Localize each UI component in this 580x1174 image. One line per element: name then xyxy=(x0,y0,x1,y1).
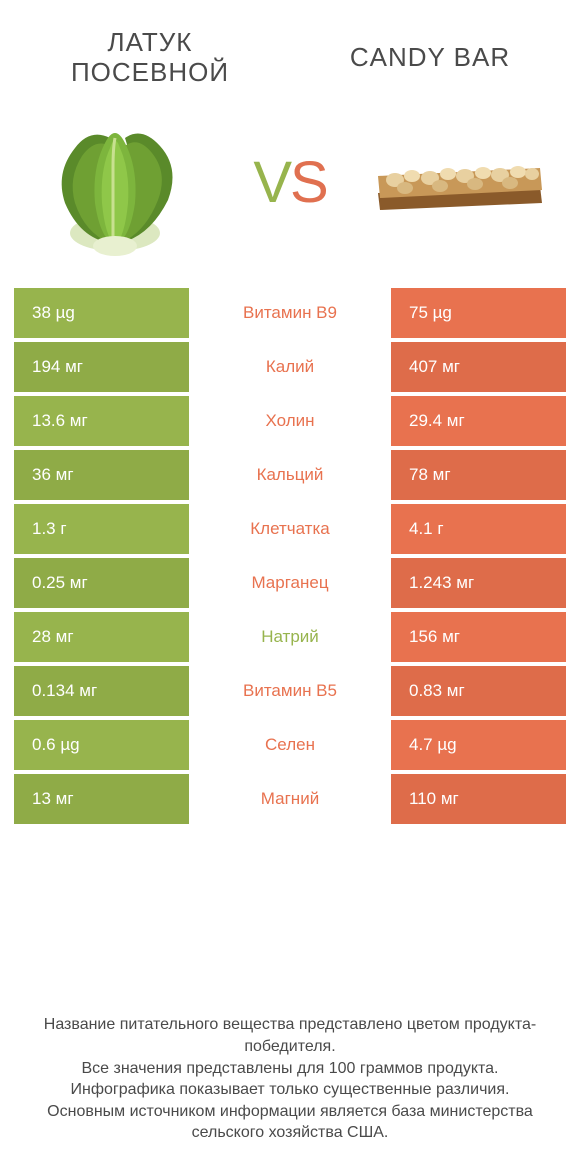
cell-left-value: 1.3 г xyxy=(14,504,189,554)
cell-left-value: 13.6 мг xyxy=(14,396,189,446)
cell-right-value: 29.4 мг xyxy=(391,396,566,446)
footer-line: Инфографика показывает только существенн… xyxy=(30,1079,550,1101)
nutrition-table: 38 µgВитамин B975 µg194 мгКалий407 мг13.… xyxy=(0,288,580,824)
cell-right-value: 156 мг xyxy=(391,612,566,662)
cell-left-value: 38 µg xyxy=(14,288,189,338)
cell-right-value: 78 мг xyxy=(391,450,566,500)
table-row: 38 µgВитамин B975 µg xyxy=(14,288,566,338)
table-row: 13 мгМагний110 мг xyxy=(14,774,566,824)
table-row: 0.25 мгМарганец1.243 мг xyxy=(14,558,566,608)
cell-right-value: 4.1 г xyxy=(391,504,566,554)
cell-right-value: 0.83 мг xyxy=(391,666,566,716)
title-left: ЛАТУКПОСЕВНОЙ xyxy=(40,28,260,88)
cell-left-value: 13 мг xyxy=(14,774,189,824)
candybar-image xyxy=(370,98,550,268)
cell-nutrient-name: Натрий xyxy=(189,612,391,662)
cell-right-value: 4.7 µg xyxy=(391,720,566,770)
table-row: 28 мгНатрий156 мг xyxy=(14,612,566,662)
cell-nutrient-name: Марганец xyxy=(189,558,391,608)
cell-right-value: 110 мг xyxy=(391,774,566,824)
cell-right-value: 407 мг xyxy=(391,342,566,392)
header: ЛАТУКПОСЕВНОЙ CANDY BAR xyxy=(0,0,580,88)
cell-nutrient-name: Селен xyxy=(189,720,391,770)
cell-nutrient-name: Калий xyxy=(189,342,391,392)
cell-left-value: 194 мг xyxy=(14,342,189,392)
cell-right-value: 1.243 мг xyxy=(391,558,566,608)
table-row: 0.6 µgСелен4.7 µg xyxy=(14,720,566,770)
lettuce-image xyxy=(30,98,210,268)
cell-nutrient-name: Клетчатка xyxy=(189,504,391,554)
vs-label: VS xyxy=(253,149,326,216)
table-row: 0.134 мгВитамин B50.83 мг xyxy=(14,666,566,716)
cell-nutrient-name: Витамин B9 xyxy=(189,288,391,338)
cell-nutrient-name: Холин xyxy=(189,396,391,446)
cell-right-value: 75 µg xyxy=(391,288,566,338)
table-row: 13.6 мгХолин29.4 мг xyxy=(14,396,566,446)
table-row: 1.3 гКлетчатка4.1 г xyxy=(14,504,566,554)
cell-left-value: 0.6 µg xyxy=(14,720,189,770)
title-right: CANDY BAR xyxy=(320,28,540,73)
cell-left-value: 36 мг xyxy=(14,450,189,500)
footer-line: Основным источником информации является … xyxy=(30,1101,550,1144)
cell-left-value: 0.25 мг xyxy=(14,558,189,608)
cell-left-value: 28 мг xyxy=(14,612,189,662)
cell-nutrient-name: Кальций xyxy=(189,450,391,500)
table-row: 36 мгКальций78 мг xyxy=(14,450,566,500)
cell-nutrient-name: Магний xyxy=(189,774,391,824)
images-row: VS xyxy=(0,88,580,288)
cell-nutrient-name: Витамин B5 xyxy=(189,666,391,716)
footer-line: Все значения представлены для 100 граммо… xyxy=(30,1058,550,1080)
footer-line: Название питательного вещества представл… xyxy=(30,1014,550,1057)
footer: Название питательного вещества представл… xyxy=(0,1014,580,1144)
cell-left-value: 0.134 мг xyxy=(14,666,189,716)
table-row: 194 мгКалий407 мг xyxy=(14,342,566,392)
